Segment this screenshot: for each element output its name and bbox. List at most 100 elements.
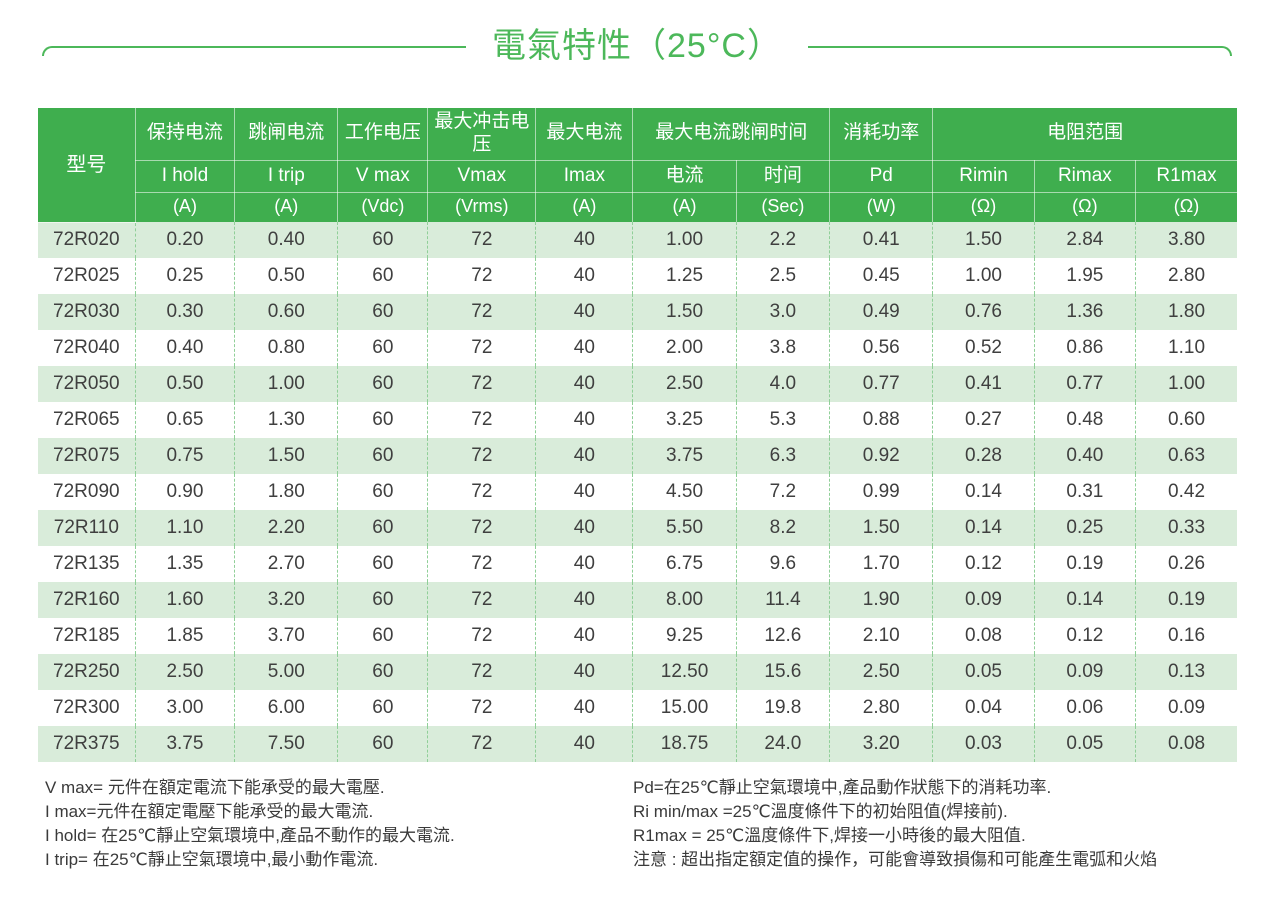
note-warning: 注意 : 超出指定額定值的操作，可能會導致損傷和可能產生電弧和火焰 bbox=[633, 850, 1158, 869]
value-cell: 0.20 bbox=[134, 222, 235, 258]
value-cell: 72 bbox=[427, 726, 536, 762]
value-cell: 9.6 bbox=[735, 546, 830, 582]
value-cell: 60 bbox=[337, 618, 428, 654]
value-cell: 60 bbox=[337, 366, 428, 402]
value-cell: 1.36 bbox=[1033, 294, 1136, 330]
table-row: 72R300 3.00 6.00 60 72 40 15.00 19.8 2.80 0.04 0.0… bbox=[38, 690, 1237, 726]
value-cell: 1.50 bbox=[932, 222, 1035, 258]
value-cell: 0.92 bbox=[829, 438, 933, 474]
symbol-rimin: Rimin bbox=[932, 159, 1035, 193]
value-cell: 1.35 bbox=[134, 546, 235, 582]
value-cell: 0.49 bbox=[829, 294, 933, 330]
value-cell: 12.50 bbox=[632, 654, 737, 690]
symbol-vmax-dc: V max bbox=[337, 159, 429, 193]
value-cell: 40 bbox=[535, 294, 633, 330]
value-cell: 0.05 bbox=[932, 654, 1035, 690]
value-cell: 12.6 bbox=[735, 618, 830, 654]
value-cell: 1.50 bbox=[632, 294, 737, 330]
header-row-units: (A) (A) (Vdc) (Vrms) (A) (A) (Sec) (W) (… bbox=[38, 191, 1237, 222]
value-cell: 60 bbox=[337, 582, 428, 618]
table-row: 72R185 1.85 3.70 60 72 40 9.25 12.6 2.10 0.08 0.12… bbox=[38, 618, 1237, 654]
value-cell: 4.0 bbox=[735, 366, 830, 402]
header-row-group: 型号 保持电流 跳闸电流 工作电压 最大冲击电压 最大电流 最大电流跳闸时间 消… bbox=[38, 108, 1237, 223]
value-cell: 0.99 bbox=[829, 474, 933, 510]
unit-r1max: (Ω) bbox=[1135, 191, 1237, 222]
value-cell: 0.09 bbox=[1033, 654, 1136, 690]
value-cell: 0.26 bbox=[1135, 546, 1237, 582]
value-cell: 0.65 bbox=[134, 402, 235, 438]
value-cell: 0.16 bbox=[1135, 618, 1237, 654]
value-cell: 2.80 bbox=[1135, 258, 1237, 294]
value-cell: 1.00 bbox=[1135, 366, 1237, 402]
table-row: 72R020 0.20 0.40 60 72 40 1.00 2.2 0.41 1.50 2.84 3… bbox=[38, 222, 1237, 258]
value-cell: 0.40 bbox=[1033, 438, 1136, 474]
value-cell: 1.25 bbox=[632, 258, 737, 294]
value-cell: 0.06 bbox=[1033, 690, 1136, 726]
value-cell: 0.40 bbox=[134, 330, 235, 366]
symbol-trip-time: 时间 bbox=[735, 159, 831, 193]
value-cell: 2.50 bbox=[632, 366, 737, 402]
value-cell: 0.52 bbox=[932, 330, 1035, 366]
unit-imax: (A) bbox=[535, 191, 634, 222]
value-cell: 1.00 bbox=[234, 366, 338, 402]
value-cell: 1.80 bbox=[234, 474, 338, 510]
value-cell: 0.19 bbox=[1033, 546, 1136, 582]
value-cell: 0.45 bbox=[829, 258, 933, 294]
value-cell: 40 bbox=[535, 726, 633, 762]
footnotes-right: Pd=在25℃靜止空氣環境中,產品動作狀態下的消耗功率. Ri min/max … bbox=[633, 776, 1237, 872]
value-cell: 72 bbox=[427, 294, 536, 330]
value-cell: 60 bbox=[337, 726, 428, 762]
table-row: 72R090 0.90 1.80 60 72 40 4.50 7.2 0.99 0.14 0.31 0… bbox=[38, 474, 1237, 510]
value-cell: 7.2 bbox=[735, 474, 830, 510]
unit-ihold: (A) bbox=[134, 191, 236, 222]
value-cell: 72 bbox=[427, 330, 536, 366]
unit-vmax-dc: (Vdc) bbox=[337, 191, 429, 222]
value-cell: 60 bbox=[337, 546, 428, 582]
model-cell: 72R025 bbox=[53, 265, 120, 286]
model-cell: 72R250 bbox=[53, 661, 120, 682]
value-cell: 0.40 bbox=[234, 222, 338, 258]
value-cell: 1.10 bbox=[134, 510, 235, 546]
value-cell: 6.75 bbox=[632, 546, 737, 582]
col-header-max-current: 最大电流 bbox=[535, 108, 634, 161]
unit-vmax-rms: (Vrms) bbox=[427, 191, 537, 222]
value-cell: 2.50 bbox=[829, 654, 933, 690]
value-cell: 72 bbox=[427, 690, 536, 726]
symbol-pd: Pd bbox=[829, 159, 934, 193]
value-cell: 0.04 bbox=[932, 690, 1035, 726]
value-cell: 0.60 bbox=[1135, 402, 1237, 438]
value-cell: 72 bbox=[427, 510, 536, 546]
value-cell: 3.25 bbox=[632, 402, 737, 438]
value-cell: 60 bbox=[337, 510, 428, 546]
value-cell: 0.77 bbox=[1033, 366, 1136, 402]
value-cell: 0.41 bbox=[829, 222, 933, 258]
value-cell: 2.80 bbox=[829, 690, 933, 726]
value-cell: 24.0 bbox=[735, 726, 830, 762]
note-rimin-max: Ri min/max =25℃溫度條件下的初始阻值(焊接前). bbox=[633, 802, 1008, 821]
value-cell: 6.00 bbox=[234, 690, 338, 726]
value-cell: 1.95 bbox=[1033, 258, 1136, 294]
value-cell: 1.85 bbox=[134, 618, 235, 654]
value-cell: 1.80 bbox=[1135, 294, 1237, 330]
value-cell: 72 bbox=[427, 402, 536, 438]
value-cell: 60 bbox=[337, 294, 428, 330]
value-cell: 0.13 bbox=[1135, 654, 1237, 690]
value-cell: 60 bbox=[337, 402, 428, 438]
value-cell: 0.14 bbox=[932, 474, 1035, 510]
value-cell: 2.00 bbox=[632, 330, 737, 366]
model-cell: 72R375 bbox=[53, 733, 120, 754]
value-cell: 3.20 bbox=[829, 726, 933, 762]
value-cell: 1.00 bbox=[632, 222, 737, 258]
value-cell: 7.50 bbox=[234, 726, 338, 762]
value-cell: 72 bbox=[427, 546, 536, 582]
model-cell: 72R300 bbox=[53, 697, 120, 718]
value-cell: 0.08 bbox=[932, 618, 1035, 654]
value-cell: 0.41 bbox=[932, 366, 1035, 402]
value-cell: 60 bbox=[337, 222, 428, 258]
title-decor-line-right bbox=[807, 46, 1232, 56]
symbol-itrip: I trip bbox=[234, 159, 339, 193]
value-cell: 60 bbox=[337, 258, 428, 294]
value-cell: 40 bbox=[535, 402, 633, 438]
value-cell: 3.00 bbox=[134, 690, 235, 726]
